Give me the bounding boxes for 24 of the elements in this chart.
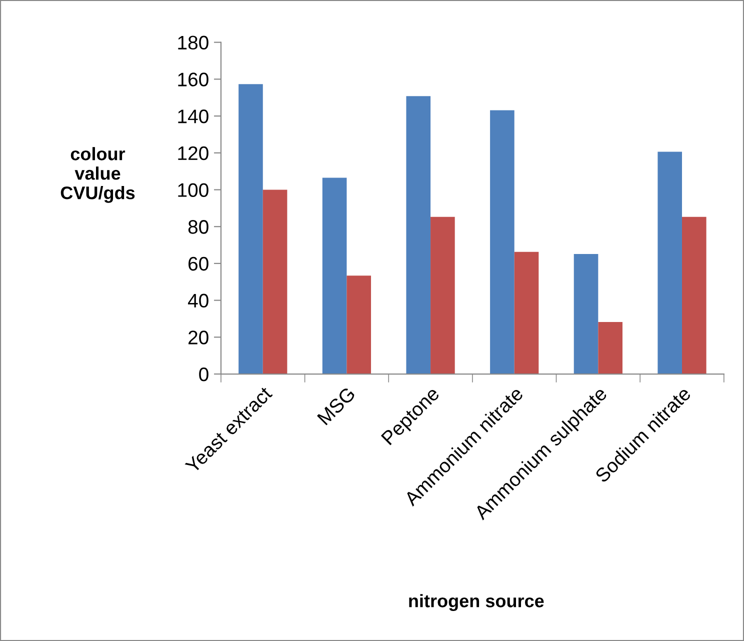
bar bbox=[430, 216, 455, 374]
x-axis-title: nitrogen source bbox=[409, 594, 544, 611]
bar bbox=[238, 84, 263, 374]
bar bbox=[658, 152, 682, 374]
bar bbox=[262, 190, 288, 374]
y-tick-label: 0 bbox=[199, 367, 208, 382]
y-tick-label: 80 bbox=[188, 220, 208, 234]
bar bbox=[322, 178, 347, 374]
bar bbox=[490, 110, 514, 374]
y-tick-label: 40 bbox=[188, 294, 208, 308]
y-axis-title: colour value CVU/gds bbox=[60, 147, 135, 203]
bar bbox=[346, 276, 372, 374]
y-tick-label: 100 bbox=[178, 183, 208, 197]
bar bbox=[406, 96, 431, 374]
bar bbox=[514, 252, 539, 374]
y-tick-label: 60 bbox=[188, 256, 208, 271]
y-tick-label: 120 bbox=[178, 146, 208, 160]
y-tick-label: 20 bbox=[188, 330, 208, 344]
y-tick-label: 160 bbox=[178, 72, 208, 86]
y-tick-label: 180 bbox=[178, 36, 208, 50]
bar bbox=[682, 216, 706, 374]
bar bbox=[574, 254, 598, 374]
y-tick-label: 140 bbox=[178, 109, 208, 124]
bar bbox=[598, 322, 622, 374]
